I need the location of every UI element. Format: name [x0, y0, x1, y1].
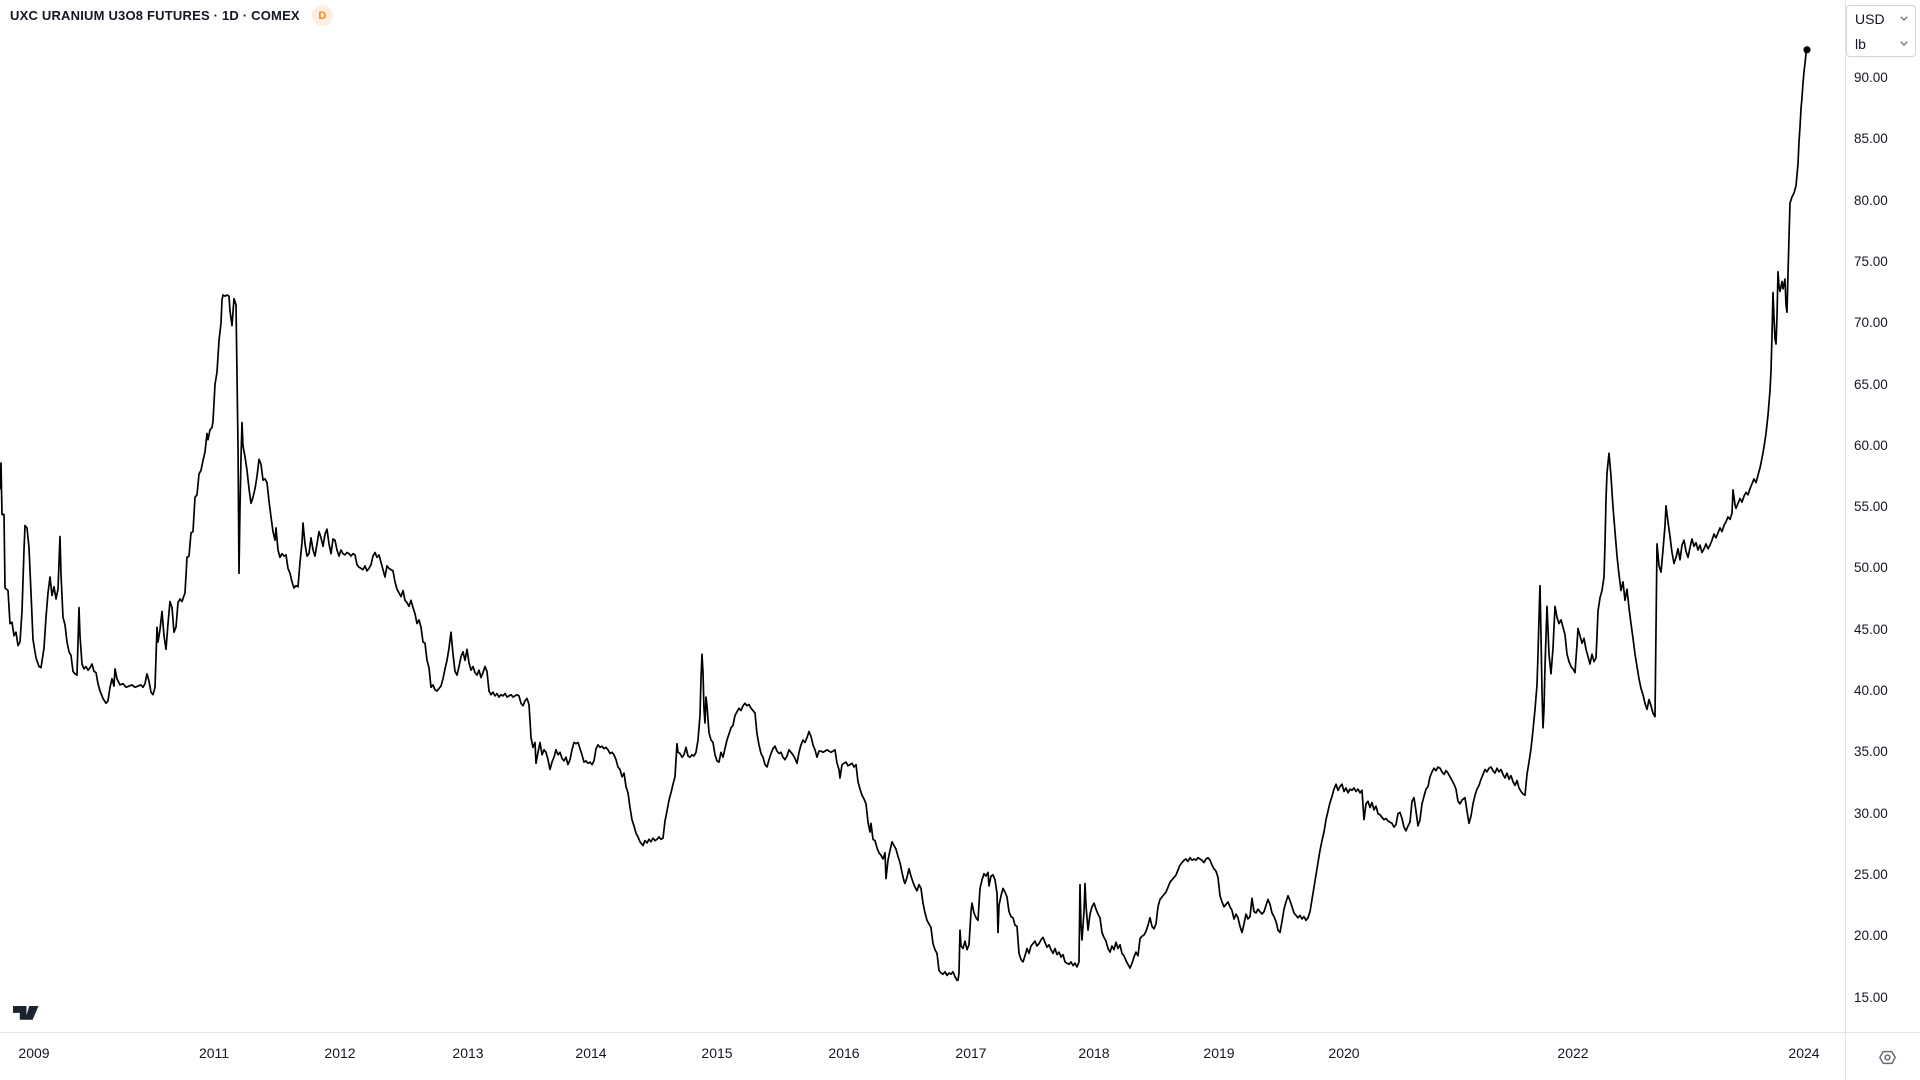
time-tick-label: 2024 [1788, 1045, 1820, 1061]
time-axis[interactable]: 2009 2011 2012 2013 2014 2015 2016 2017 2018 2019… [0, 1033, 1845, 1080]
price-tick-label: 75.00 [1854, 253, 1888, 269]
price-axis[interactable]: 90.00 85.00 80.00 75.00 70.00 65.00 60.00 55.00… [1846, 0, 1920, 1032]
time-tick-label: 2009 [18, 1045, 50, 1061]
time-tick-label: 2011 [198, 1045, 230, 1061]
price-axis-separator [1845, 0, 1846, 1080]
time-tick-label: 2013 [452, 1045, 484, 1061]
price-tick-label: 30.00 [1854, 805, 1888, 821]
price-tick-label: 50.00 [1854, 560, 1888, 576]
price-tick-label: 45.00 [1854, 621, 1888, 637]
time-tick-label: 2014 [575, 1045, 607, 1061]
tradingview-logo-icon[interactable] [13, 1006, 41, 1021]
unit-value: lb [1855, 35, 1866, 52]
interval-badge[interactable]: D [311, 5, 333, 26]
price-tick-label: 70.00 [1854, 315, 1888, 331]
price-line-chart [0, 46, 1811, 982]
time-tick-label: 2018 [1078, 1045, 1110, 1061]
price-tick-label: 65.00 [1854, 376, 1888, 392]
chevron-down-icon [1900, 41, 1908, 46]
price-tick-label: 90.00 [1854, 70, 1888, 85]
price-tick-label: 40.00 [1854, 683, 1888, 698]
legend: UXC URANIUM U3O8 FUTURES · 1D · COMEX D [10, 5, 333, 26]
currency-select[interactable]: USD [1847, 6, 1915, 31]
price-tick-label: 25.00 [1854, 866, 1888, 882]
chevron-down-icon [1900, 16, 1908, 21]
price-tick-label: 35.00 [1854, 744, 1888, 760]
unit-select[interactable]: lb [1847, 31, 1915, 56]
axis-settings-gear-icon[interactable] [1876, 1046, 1898, 1068]
price-unit-selector: USD lb [1846, 5, 1916, 57]
symbol-title[interactable]: UXC URANIUM U3O8 FUTURES · 1D · COMEX [10, 8, 300, 23]
price-tick-label: 85.00 [1854, 131, 1888, 147]
time-tick-label: 2019 [1203, 1045, 1235, 1061]
price-line-series [0, 48, 1808, 982]
time-tick-label: 2020 [1328, 1045, 1360, 1061]
last-price-dot [1803, 46, 1811, 54]
time-tick-label: 2022 [1557, 1045, 1589, 1061]
time-tick-label: 2012 [324, 1045, 356, 1061]
price-tick-label: 20.00 [1854, 928, 1888, 944]
price-tick-label: 80.00 [1854, 192, 1888, 208]
time-tick-label: 2017 [955, 1045, 987, 1061]
chart-canvas[interactable]: UXC URANIUM U3O8 FUTURES · 1D · COMEX D [0, 0, 1845, 1032]
time-tick-label: 2016 [828, 1045, 860, 1061]
price-tick-label: 15.00 [1854, 989, 1888, 1005]
currency-value: USD [1855, 10, 1885, 27]
price-tick-label: 55.00 [1854, 499, 1888, 515]
time-tick-label: 2015 [701, 1045, 733, 1061]
time-axis-separator [0, 1032, 1920, 1033]
price-tick-label: 60.00 [1854, 437, 1888, 453]
